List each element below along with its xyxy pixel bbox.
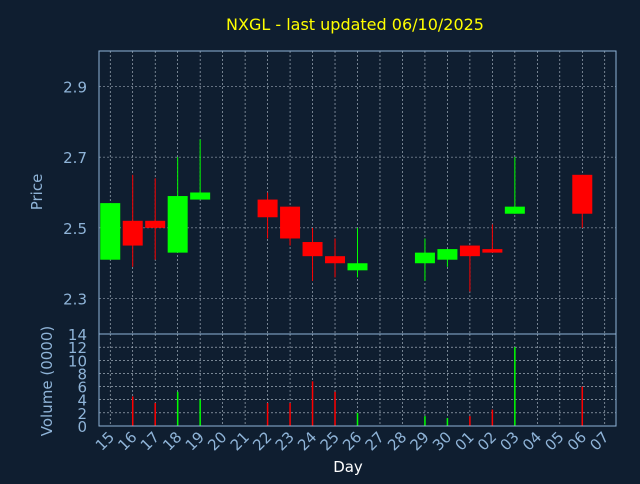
volume-bar: [514, 347, 516, 426]
volume-bar: [289, 403, 291, 426]
volume-bar: [446, 418, 449, 426]
volume-bars: [131, 347, 584, 426]
price-y-tick-label: 2.5: [63, 220, 87, 238]
volume-y-tick-label: 8: [77, 365, 87, 383]
volume-bar: [199, 399, 201, 426]
chart-title: NXGL - last updated 06/10/2025: [226, 15, 484, 34]
x-tick-labels: 1516171819202122232425262728293001020304…: [92, 428, 613, 454]
candles: [100, 139, 593, 292]
candle-body: [145, 220, 166, 228]
candle-body: [437, 249, 458, 260]
volume-bar: [266, 403, 269, 426]
volume-y-tick-label: 12: [68, 339, 87, 357]
volume-panel-frame: [98, 333, 617, 427]
volume-bar: [176, 391, 179, 426]
volume-bar: [154, 403, 156, 426]
volume-bar: [424, 416, 426, 426]
volume-y-tick-label: 2: [77, 405, 87, 423]
x-axis-label: Day: [333, 458, 363, 476]
volume-y-tick-label: 14: [68, 326, 87, 344]
volume-y-tick-label: 4: [77, 392, 87, 410]
candle-body: [257, 199, 278, 218]
price-y-tick-label: 2.3: [63, 291, 87, 309]
candle-body: [347, 263, 368, 271]
candle-body: [459, 245, 480, 257]
volume-bar: [311, 381, 314, 426]
volume-bar: [581, 386, 584, 426]
candle-body: [100, 203, 121, 260]
price-axis-label: Price: [28, 174, 46, 211]
volume-y-tick-label: 0: [77, 418, 87, 436]
volume-bar: [469, 416, 471, 426]
candle-body: [302, 242, 323, 257]
volume-bar: [356, 412, 359, 426]
volume-bar: [334, 391, 336, 426]
volume-y-tick-label: 6: [77, 379, 87, 397]
candle-body: [122, 220, 143, 246]
candle-body: [482, 249, 503, 253]
candle-body: [325, 256, 346, 264]
candle-body: [504, 206, 525, 214]
candle-body: [190, 192, 211, 200]
volume-bar: [491, 409, 494, 426]
candle-body: [280, 206, 301, 239]
candle-body: [167, 196, 188, 253]
price-y-tick-labels: 2.3 2.5 2.7 2.9: [63, 78, 87, 308]
price-y-tick-label: 2.7: [63, 149, 87, 167]
candle-body: [414, 252, 435, 264]
volume-y-tick-label: 10: [68, 352, 87, 370]
candle-body: [572, 174, 593, 214]
volume-bar: [131, 396, 134, 426]
price-y-tick-label: 2.9: [63, 78, 87, 96]
volume-axis-label: Volume (0000): [38, 326, 56, 436]
